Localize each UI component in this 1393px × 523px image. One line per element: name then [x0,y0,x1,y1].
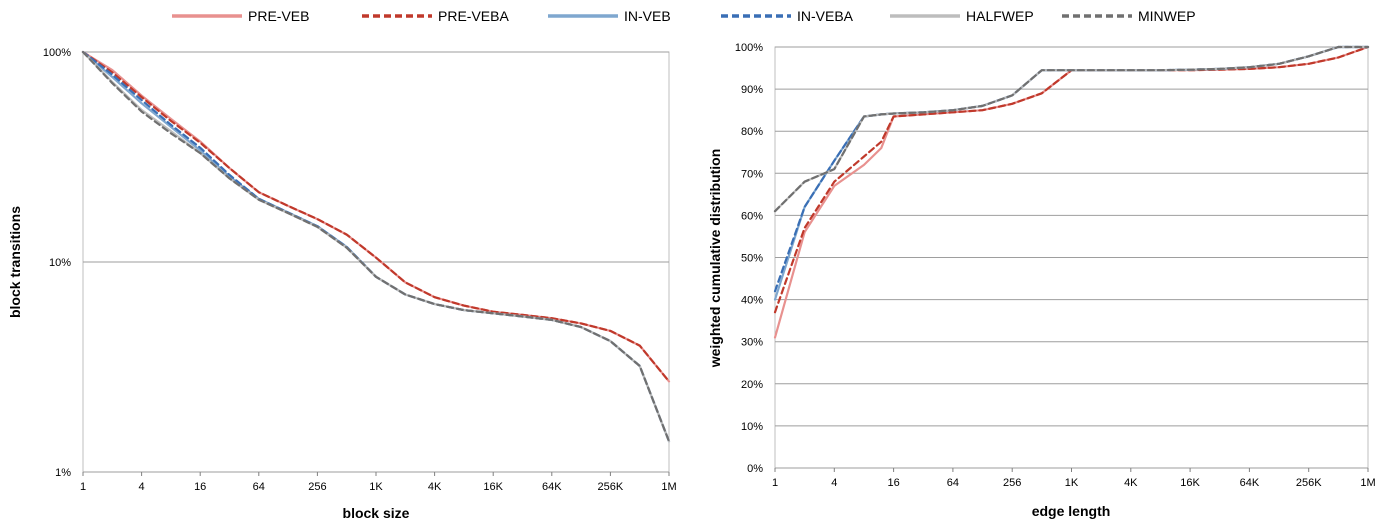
x-tick-label: 64K [542,481,562,493]
y-tick-label: 1% [55,467,71,479]
y-tick-label: 30% [741,337,763,349]
y-tick-label: 100% [43,47,71,59]
chart-weighted-cumulative: 1 4 16 64 256 1K 4K 16K 64K 256K 1M 0% 10% 20% 30% 40%… [707,42,1376,519]
x-tick-labels-1: 1 4 16 64 256 1K 4K 16K 64K 256K 1M [80,472,677,493]
x-tick-label: 64 [947,477,959,489]
x-tick-label: 4K [1124,477,1138,489]
series-line-pre-veba [81,50,671,383]
x-tick-label: 64K [1240,477,1260,489]
y-tick-label: 80% [741,126,763,138]
series-lines-1 [81,50,671,443]
x-tick-label: 4 [831,477,837,489]
y-tick-labels-1: 1% 10% 100% [43,47,71,479]
x-tick-label: 1K [369,481,383,493]
y-tick-label: 70% [741,168,763,180]
x-tick-label: 64 [253,481,265,493]
y-tick-label: 100% [735,42,763,54]
gridlines-2 [775,46,1368,469]
x-tick-label: 1 [80,481,86,493]
x-tick-label: 256 [308,481,326,493]
x-tick-label: 16 [887,477,899,489]
y-tick-label: 10% [741,421,763,433]
series-lines-2 [773,45,1370,339]
x-tick-label: 1M [1360,477,1375,489]
legend-label-4: IN-VEBA [797,8,854,24]
y-tick-label: 60% [741,210,763,222]
chart-block-transitions: 1 4 16 64 256 1K 4K 16K 64K 256K 1M 1% 10% 100% bloc… [7,47,677,521]
y-tick-labels-2: 0% 10% 20% 30% 40% 50% 60% 70% 80% 90% 100% [735,42,763,475]
y-tick-label: 50% [741,253,763,265]
x-axis-title-1: block size [343,505,410,521]
y-tick-label: 0% [747,463,763,475]
x-tick-labels-2: 1 4 16 64 256 1K 4K 16K 64K 256K 1M [772,468,1376,489]
legend-label-5: HALFWEP [966,8,1034,24]
y-tick-label: 10% [49,257,71,269]
series-line-pre-veba [773,45,1370,314]
x-axis-title-2: edge length [1032,503,1111,519]
y-axis-title-2: weighted cumulative distribution [707,149,723,369]
y-axis-title-1: block transitions [7,206,23,318]
y-tick-label: 90% [741,84,763,96]
legend-label-3: IN-VEB [624,8,671,24]
legend-label-6: MINWEP [1138,8,1196,24]
x-tick-label: 256K [598,481,624,493]
y-tick-label: 40% [741,295,763,307]
series-line-minwep [773,45,1370,213]
legend-label-2: PRE-VEBA [438,8,509,24]
x-tick-label: 4 [139,481,145,493]
x-tick-label: 16 [194,481,206,493]
x-tick-label: 256 [1003,477,1021,489]
x-tick-label: 16K [1180,477,1200,489]
x-tick-label: 4K [428,481,442,493]
x-tick-label: 16K [483,481,503,493]
x-tick-label: 256K [1296,477,1322,489]
legend: PRE-VEB PRE-VEBA IN-VEB IN-VEBA HALFWEP MINWE… [172,8,1196,24]
y-tick-label: 20% [741,379,763,391]
legend-label-1: PRE-VEB [248,8,309,24]
x-tick-label: 1M [661,481,676,493]
series-line-minwep [81,50,671,443]
x-tick-label: 1 [772,477,778,489]
x-tick-label: 1K [1065,477,1079,489]
